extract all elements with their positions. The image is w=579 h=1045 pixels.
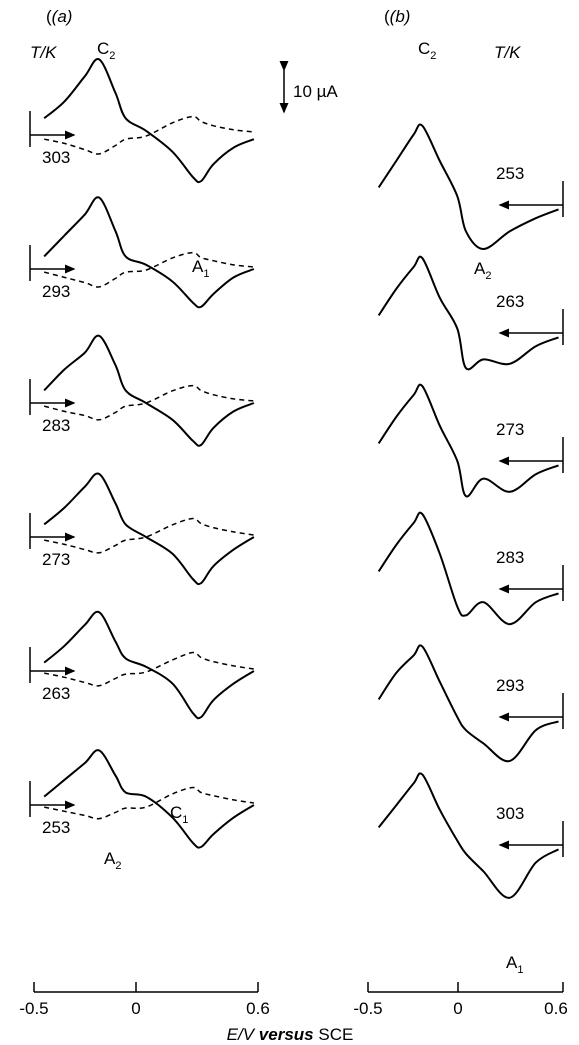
voltammogram-curve (43, 472, 255, 586)
voltammogram-curve (377, 644, 559, 763)
voltammogram-curve (377, 383, 559, 498)
dashed-voltammogram-curve (44, 786, 255, 820)
temperature-label: 253 (496, 164, 524, 183)
temperature-label: 303 (496, 804, 524, 823)
x-axis-label: E/V versus SCE (227, 1025, 354, 1044)
voltammogram-curve (43, 749, 255, 849)
temperature-label: 283 (42, 416, 70, 435)
peak-label-a2-b: A2 (474, 259, 491, 282)
voltammogram-curve (377, 255, 559, 371)
voltammogram-curve (377, 123, 559, 251)
voltammogram-curve (43, 334, 255, 447)
dashed-voltammogram-curve (44, 384, 254, 421)
x-tick-b-zero: 0 (453, 999, 462, 1018)
x-tick-a-min: -0.5 (19, 999, 48, 1018)
x-tick-b-max: 0.6 (544, 999, 568, 1018)
x-axis-a: -0.5 0 0.6 (19, 982, 270, 1018)
peak-label-a1-a: A1 (192, 257, 209, 280)
voltammogram-curve (377, 511, 559, 626)
dashed-voltammogram-curve (44, 115, 254, 155)
temperature-header-b: T/K (494, 43, 521, 62)
temperature-label: 253 (42, 818, 70, 837)
current-scale-bar: 10 µA (279, 61, 338, 114)
panel-a-label: ((a) (46, 7, 72, 26)
dashed-voltammogram-curve (44, 251, 254, 288)
temperature-header-a: T/K (30, 43, 57, 62)
x-axis-b: -0.5 0 0.6 (353, 982, 568, 1018)
svg-text:10 µA: 10 µA (293, 82, 338, 101)
x-tick-b-min: -0.5 (353, 999, 382, 1018)
temperature-label: 273 (42, 550, 70, 569)
peak-label-c2-b: C2 (418, 39, 436, 62)
temperature-label: 283 (496, 548, 524, 567)
temperature-label: 293 (496, 676, 524, 695)
peak-label-c1-a: C1 (170, 803, 188, 826)
voltammogram-curve (43, 196, 255, 309)
panel-a-curves: 303 293 283 273 263 253 (29, 58, 255, 849)
peak-label-a1-b: A1 (506, 953, 523, 976)
x-tick-a-zero: 0 (131, 999, 140, 1018)
temperature-label: 273 (496, 420, 524, 439)
temperature-label: 293 (42, 282, 70, 301)
panel-b-label: ((b) (384, 7, 410, 26)
voltammogram-curve (43, 610, 255, 720)
panel-b-curves: 253 263 273 283 293 303 (377, 123, 564, 899)
temperature-label: 303 (42, 148, 70, 167)
peak-label-c2-a: C2 (97, 39, 115, 62)
voltammogram-curve (43, 58, 255, 184)
x-tick-a-max: 0.6 (246, 999, 270, 1018)
dashed-voltammogram-curve (44, 517, 255, 554)
temperature-label: 263 (496, 292, 524, 311)
peak-label-a2-a: A2 (104, 849, 121, 872)
voltammogram-curve (377, 772, 560, 899)
temperature-label: 263 (42, 684, 70, 703)
